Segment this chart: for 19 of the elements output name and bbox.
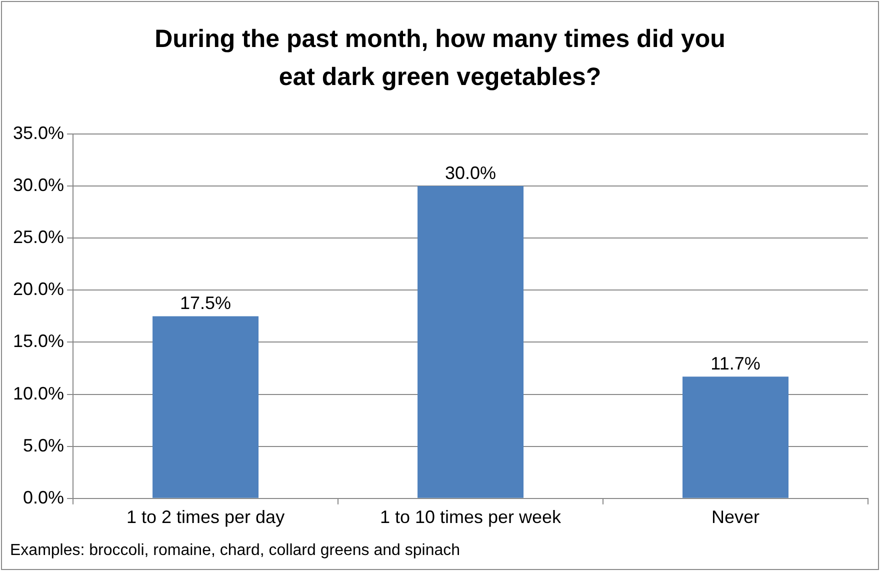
y-tick-label: 20.0%: [12, 279, 64, 300]
y-tick-label: 0.0%: [23, 487, 64, 508]
data-label: 11.7%: [710, 354, 760, 374]
bar: [152, 316, 259, 498]
y-tick-label: 30.0%: [12, 175, 64, 196]
x-tick-label: 1 to 10 times per week: [380, 507, 562, 528]
data-label: 17.5%: [180, 293, 232, 314]
y-tick-label: 35.0%: [12, 122, 64, 143]
data-label: 30.0%: [444, 163, 496, 184]
bar: [418, 186, 524, 498]
x-tick-label: Never: [712, 507, 760, 528]
y-tick-label: 5.0%: [23, 435, 64, 456]
bar: [682, 376, 789, 498]
text: Examples: broccoli, romaine, chard, collard greens and spinach: [10, 542, 460, 560]
y-tick-label: 15.0%: [12, 331, 64, 352]
y-tick-label: 10.0%: [12, 383, 64, 404]
chart-title: During the past month, how many times did you eat dark green vegetables?: [154, 24, 726, 93]
x-tick-label: 1 to 2 times per day: [126, 507, 285, 528]
y-tick-label: 25.0%: [12, 227, 64, 248]
